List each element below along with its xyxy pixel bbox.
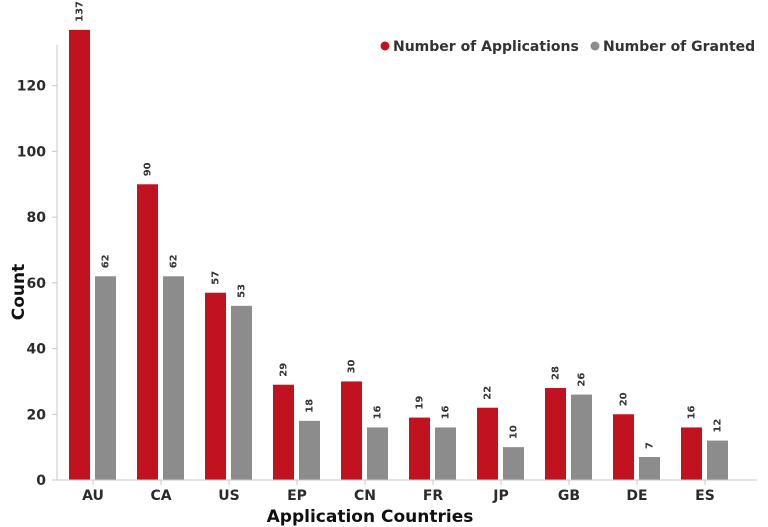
bar-granted-au [95,276,116,480]
y-tick-label: 100 [17,144,46,160]
data-label-granted-au: 62 [101,254,112,268]
data-label-granted-fr: 16 [441,405,452,419]
data-label-granted-ca: 62 [169,254,180,268]
data-label-applications-fr: 19 [415,396,426,410]
y-tick-label: 0 [36,473,46,489]
x-tick-label-us: US [218,488,239,504]
bar-granted-cn [367,427,388,480]
bar-granted-jp [503,447,524,480]
data-label-granted-gb: 26 [577,373,588,387]
y-tick-label: 120 [17,79,46,95]
x-tick-label-jp: JP [492,488,508,504]
data-label-applications-cn: 30 [347,359,358,373]
data-label-granted-us: 53 [237,284,248,298]
bar-applications-gb [545,388,566,480]
bar-granted-fr [435,427,456,480]
bar-applications-cn [341,381,362,480]
bar-applications-jp [477,407,498,480]
bar-applications-us [205,292,226,480]
data-label-applications-de: 20 [619,392,630,406]
data-label-applications-gb: 28 [551,366,562,380]
legend: Number of Applications Number of Granted [380,39,755,55]
bar-applications-ca [137,184,158,481]
y-tick-label: 40 [27,342,47,358]
bar-applications-fr [409,417,430,480]
legend-marker-granted [590,41,600,51]
x-tick-label-ca: CA [150,488,171,504]
data-label-applications-us: 57 [211,271,222,285]
data-label-applications-ca: 90 [143,162,154,176]
data-label-granted-ep: 18 [305,399,316,413]
x-axis-title: Application Countries [267,507,474,527]
bar-applications-de [613,414,634,480]
bar-granted-es [707,440,728,480]
bars-group [69,29,728,481]
y-tick-label: 60 [27,276,47,292]
data-label-granted-jp: 10 [509,425,520,439]
bar-granted-ca [163,276,184,480]
data-label-granted-es: 12 [713,419,724,433]
bar-granted-ep [299,420,320,480]
y-tick-label: 80 [27,210,47,226]
x-axis-ticks: AU CA US EP CN FR JP GB DE ES [82,480,715,504]
y-tick-label: 20 [27,407,47,423]
x-tick-label-de: DE [626,488,647,504]
bar-applications-es [681,427,702,480]
data-label-applications-jp: 22 [483,386,494,400]
bar-applications-ep [273,384,294,480]
x-tick-label-au: AU [82,488,104,504]
x-tick-label-es: ES [695,488,715,504]
data-label-applications-es: 16 [687,405,698,419]
x-tick-label-gb: GB [558,488,580,504]
x-tick-label-ep: EP [287,488,307,504]
data-label-applications-ep: 29 [279,363,290,377]
bar-granted-de [639,457,660,480]
bar-granted-gb [571,394,592,480]
bar-applications-au [69,29,90,480]
data-label-granted-de: 7 [645,442,656,449]
bar-granted-us [231,305,252,480]
y-axis-title: Count [9,264,29,321]
y-axis-ticks: 0 20 40 60 80 100 120 [17,79,57,489]
legend-label-granted: Number of Granted [603,39,755,55]
data-label-applications-au: 137 [75,1,86,22]
data-labels-group: 137 62 90 62 57 53 29 18 30 16 19 16 22 10 28 26 20 7 16 12 [75,1,724,449]
data-label-granted-cn: 16 [373,405,384,419]
legend-marker-applications [380,41,390,51]
legend-label-applications: Number of Applications [393,39,579,55]
x-tick-label-fr: FR [423,488,444,504]
x-tick-label-cn: CN [354,488,376,504]
